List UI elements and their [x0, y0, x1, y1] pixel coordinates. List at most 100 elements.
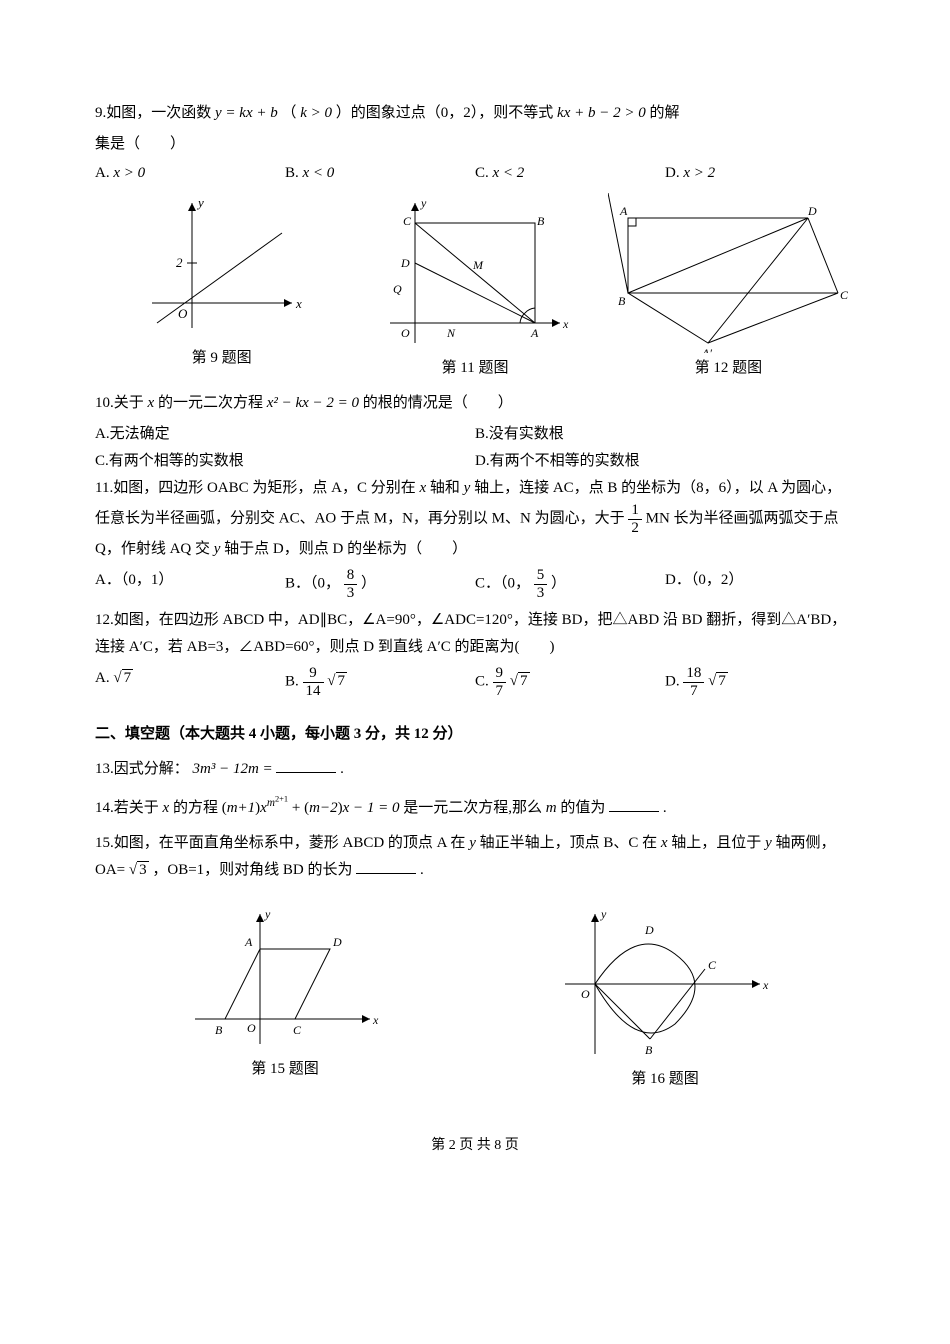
q11-c-num: 5	[534, 567, 548, 585]
q15-var3: y	[765, 835, 772, 851]
q15-sqrt-val: 3	[137, 861, 149, 878]
q12-d-sqrt: 7	[708, 668, 728, 695]
fig16-D: D	[644, 923, 654, 937]
q10-row1: A.无法确定 B.没有实数根	[95, 421, 855, 448]
fig11-x: x	[562, 317, 569, 331]
q9-d-val: x > 2	[683, 165, 715, 181]
q9-choices: A. x > 0 B. x < 0 C. x < 2 D. x > 2	[95, 160, 855, 187]
q9-choice-d: D. x > 2	[665, 160, 855, 187]
fig12-B: B	[618, 294, 626, 308]
q10-a: A.无法确定	[95, 421, 475, 448]
q10-d: D.有两个不相等的实数根	[475, 448, 855, 475]
q14-x1: x	[260, 800, 267, 816]
q12-c-den: 7	[493, 683, 507, 700]
q10-eq: x² − kx − 2 = 0	[267, 395, 359, 411]
q10-stem-c: 的根的情况是（ ）	[363, 395, 513, 411]
fig16-O: O	[581, 987, 590, 1001]
fig12-caption: 第 12 题图	[602, 355, 855, 382]
fig15-O: O	[247, 1021, 256, 1035]
q12-a-val: 7	[122, 669, 134, 686]
q11-var1: x	[419, 480, 426, 496]
q11-choice-a: A．（0，1）	[95, 567, 285, 601]
fig11-N: N	[446, 326, 456, 340]
q15-stem-a: 15.如图，在平面直角坐标系中，菱形 ABCD 的顶点 A 在	[95, 835, 469, 851]
q12-d-label: D.	[665, 673, 680, 689]
q9: 9.如图，一次函数 y = kx + b （ k > 0 ）的图象过点（0，2）…	[95, 100, 855, 127]
q9-b-val: x < 0	[303, 165, 335, 181]
q12-c-val: 7	[518, 672, 530, 689]
q12-choice-a: A. 7	[95, 665, 285, 699]
q12-choice-b: B. 914 7	[285, 665, 475, 699]
q15: 15.如图，在平面直角坐标系中，菱形 ABCD 的顶点 A 在 y 轴正半轴上，…	[95, 830, 855, 884]
section2-title: 二、填空题（本大题共 4 小题，每小题 3 分，共 12 分）	[95, 721, 855, 748]
q11-c-post: ）	[551, 575, 566, 591]
q9-stem-b: （	[281, 105, 296, 121]
fig9-two: 2	[176, 255, 183, 270]
q9-eq2: k > 0	[300, 105, 332, 121]
q12-b-num: 9	[303, 665, 324, 683]
q13-stem-a: 13.因式分解：	[95, 761, 189, 777]
q9-c-val: x < 2	[493, 165, 525, 181]
q9-a-label: A.	[95, 165, 110, 181]
q13-blank	[276, 757, 336, 773]
q11-frac-den: 2	[628, 520, 642, 537]
q12-b-frac: 914	[303, 665, 324, 699]
q11-b-num: 8	[344, 567, 358, 585]
q10-stem-a: 10.关于	[95, 395, 148, 411]
fig16-C: C	[708, 958, 717, 972]
fig15-caption: 第 15 题图	[95, 1056, 475, 1083]
q15-var1: y	[469, 835, 476, 851]
q12-choice-c: C. 97 7	[475, 665, 665, 699]
page-footer: 第 2 页 共 8 页	[95, 1133, 855, 1158]
fig15-x: x	[372, 1013, 379, 1027]
fig11-y: y	[420, 196, 427, 210]
fig16-svg: O x y B C D	[555, 904, 775, 1064]
q14-plus: +	[292, 800, 304, 816]
q11-stem-b: 轴和	[430, 480, 464, 496]
q11: 11.如图，四边形 OABC 为矩形，点 A，C 分别在 x 轴和 y 轴上，连…	[95, 475, 855, 563]
q11-choice-b: B．（0， 83 ）	[285, 567, 475, 601]
q9-eq3: kx + b − 2 > 0	[557, 105, 646, 121]
q11-c-pre: C．（0，	[475, 575, 530, 591]
q9-b-label: B.	[285, 165, 299, 181]
q14-exp1a: m	[267, 797, 275, 809]
fig11-caption: 第 11 题图	[348, 355, 601, 382]
fig12-Ap: A′	[701, 346, 712, 353]
q9-stem-a: 9.如图，一次函数	[95, 105, 215, 121]
q9-stem-d: 的解	[649, 105, 679, 121]
q9-a-val: x > 0	[113, 165, 145, 181]
fig12-C: C	[840, 288, 848, 302]
q10: 10.关于 x 的一元二次方程 x² − kx − 2 = 0 的根的情况是（ …	[95, 390, 855, 417]
q13: 13.因式分解： 3m³ − 12m = .	[95, 756, 855, 783]
q11-frac: 12	[628, 502, 642, 536]
q14: 14.若关于 x 的方程 (m+1)xm2+1 + (m−2)x − 1 = 0…	[95, 791, 855, 822]
q14-var: x	[163, 800, 170, 816]
fig11-O: O	[401, 326, 410, 340]
fig9-block: 2 O x y 第 9 题图	[95, 193, 348, 382]
q12-d-val: 7	[716, 672, 728, 689]
q10-stem-b: 的一元二次方程	[158, 395, 267, 411]
q12-b-label: B.	[285, 673, 299, 689]
q12-c-num: 9	[493, 665, 507, 683]
figures-9-11-12: 2 O x y 第 9 题图 O x y A B C D M N Q	[95, 193, 855, 382]
q9-stem-e: 集是（ ）	[95, 131, 855, 158]
q12-choices: A. 7 B. 914 7 C. 97 7 D. 187 7	[95, 665, 855, 699]
q11-b-den: 3	[344, 585, 358, 602]
q10-c: C.有两个相等的实数根	[95, 448, 475, 475]
q11-var2: y	[464, 480, 471, 496]
q10-row2: C.有两个相等的实数根 D.有两个不相等的实数根	[95, 448, 855, 475]
q10-b: B.没有实数根	[475, 421, 855, 448]
fig11-D: D	[400, 256, 410, 270]
fig11-svg: O x y A B C D M N Q	[375, 193, 575, 353]
q14-var2: m	[546, 800, 557, 816]
q12-stem: 12.如图，在四边形 ABCD 中，AD∥BC，∠A=90°，∠ADC=120°…	[95, 607, 855, 661]
q14-stem-e: .	[663, 800, 667, 816]
fig11-A: A	[530, 326, 539, 340]
q11-b-pre: B．（0，	[285, 575, 340, 591]
fig11-C: C	[403, 214, 412, 228]
fig11-Q: Q	[393, 282, 402, 296]
q9-d-label: D.	[665, 165, 680, 181]
fig15-D: D	[332, 935, 342, 949]
fig15-y: y	[264, 907, 271, 921]
q14-expr: (m+1)xm2+1 + (m−2)x − 1 = 0	[222, 800, 404, 816]
